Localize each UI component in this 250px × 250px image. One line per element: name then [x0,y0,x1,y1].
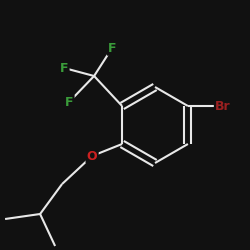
Text: Br: Br [215,100,231,112]
Text: F: F [60,62,68,74]
Text: F: F [108,42,116,54]
Text: O: O [87,150,98,162]
Text: F: F [65,96,73,108]
